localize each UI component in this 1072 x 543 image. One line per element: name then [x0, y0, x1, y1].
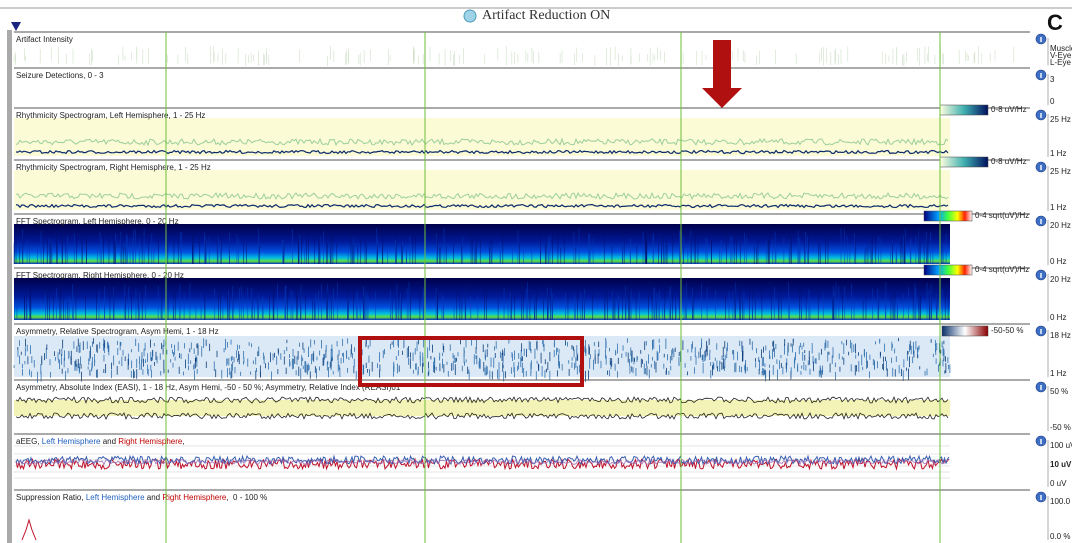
annotation-arrow: [702, 40, 742, 108]
panel-title: Seizure Detections, 0 - 3: [16, 71, 104, 80]
info-icon-glyph: [1040, 113, 1041, 118]
title-part: and: [145, 493, 163, 502]
title-part: Left Hemisphere: [86, 493, 145, 502]
title-part: Rhythmicity Spectrogram, Right Hemispher…: [16, 163, 211, 172]
trend-panel: FFT Spectrogram, Left Hemisphere, 0 - 20…: [14, 211, 1071, 266]
panel-title: Asymmetry, Absolute Index (EASI), 1 - 18…: [16, 383, 401, 392]
trend-viewer: Artifact Reduction ON C Artifact Intensi…: [0, 0, 1072, 543]
rhythmicity-spectrogram: [14, 170, 950, 210]
axis-label: 0 Hz: [1050, 257, 1066, 266]
time-cursor[interactable]: [11, 22, 21, 31]
scale-label: 0-8 uV/Hz: [991, 157, 1027, 166]
axis-label: 25 Hz: [1050, 167, 1071, 176]
trend-panel: Seizure Detections, 0 - 3 3 0: [14, 68, 1055, 106]
title-part: Left Hemisphere: [42, 437, 101, 446]
title-part: FFT Spectrogram, Right Hemisphere, 0 - 2…: [16, 271, 184, 280]
trend-panel: Rhythmicity Spectrogram, Right Hemispher…: [14, 157, 1071, 212]
title-part: FFT Spectrogram, Left Hemisphere, 0 - 20…: [16, 217, 179, 226]
colorbar: [940, 157, 988, 167]
title-part: Artifact Intensity: [16, 35, 73, 44]
info-icon-glyph: [1040, 219, 1041, 224]
trend-panel: Rhythmicity Spectrogram, Left Hemisphere…: [14, 105, 1071, 158]
panel-title: Rhythmicity Spectrogram, Right Hemispher…: [16, 163, 211, 172]
colorbar: [924, 265, 972, 275]
title-part: Seizure Detections, 0 - 3: [16, 71, 104, 80]
info-icon-glyph: [1040, 495, 1041, 500]
panel-title: Rhythmicity Spectrogram, Left Hemisphere…: [16, 111, 205, 120]
trend-panel: Suppression Ratio, Left Hemisphere and R…: [14, 490, 1072, 541]
axis-label: 0 Hz: [1050, 313, 1066, 322]
axis-label: 25 Hz: [1050, 115, 1071, 124]
scrollbar[interactable]: [7, 30, 12, 543]
title-part: Asymmetry, Absolute Index (EASI), 1 - 18…: [16, 383, 401, 392]
header-title: Artifact Reduction ON: [482, 8, 610, 23]
panel-title: aEEG, Left Hemisphere and Right Hemisphe…: [16, 437, 185, 446]
info-icon-glyph: [1040, 273, 1041, 278]
axis-label: -50 %: [1050, 423, 1071, 432]
panels: Artifact IntensityMuscleV-EyeL-EyeSeizur…: [14, 32, 1072, 541]
title-part: Rhythmicity Spectrogram, Left Hemisphere…: [16, 111, 205, 120]
panel-title: Artifact Intensity: [16, 35, 73, 44]
title-part: ,: [182, 437, 184, 446]
trend-panel: Asymmetry, Absolute Index (EASI), 1 - 18…: [14, 380, 1071, 432]
panel-title: FFT Spectrogram, Right Hemisphere, 0 - 2…: [16, 271, 184, 280]
scale-label: 0-4 sqrt(uV)/Hz: [975, 211, 1029, 220]
scale-label: 0-4 sqrt(uV)/Hz: [975, 265, 1029, 274]
artifact-icon: [464, 10, 476, 22]
trend-panel: aEEG, Left Hemisphere and Right Hemisphe…: [14, 434, 1072, 488]
fft-spectrogram: [14, 224, 950, 264]
axis-label: 18 Hz: [1050, 331, 1071, 340]
info-icon-glyph: [1040, 73, 1041, 78]
axis-label: 50 %: [1050, 387, 1068, 396]
suppression-spike: [22, 520, 36, 540]
colorbar: [942, 326, 988, 336]
axis-label: 0: [1050, 97, 1055, 106]
title-part: and: [101, 437, 119, 446]
axis-label: 10 uV: [1050, 460, 1072, 469]
title-part: Asymmetry, Relative Spectrogram, Asym He…: [16, 327, 219, 336]
colorbar: [924, 211, 972, 221]
axis-label: 1 Hz: [1050, 203, 1066, 212]
info-icon-glyph: [1040, 385, 1041, 390]
info-icon-glyph: [1040, 165, 1041, 170]
info-icon-glyph: [1040, 439, 1041, 444]
trend-panel: FFT Spectrogram, Right Hemisphere, 0 - 2…: [14, 265, 1071, 322]
axis-label: L-Eye: [1050, 58, 1071, 67]
title-part: Right Hemisphere: [162, 493, 227, 502]
title-part: , 0 - 100 %: [226, 493, 267, 502]
axis-label: 20 Hz: [1050, 275, 1071, 284]
axis-label: 0 uV: [1050, 479, 1067, 488]
axis-label: 3: [1050, 75, 1055, 84]
panel-title: Suppression Ratio, Left Hemisphere and R…: [16, 493, 267, 502]
axis-label: 20 Hz: [1050, 221, 1071, 230]
info-icon-glyph: [1040, 37, 1041, 42]
axis-label: 100 uV: [1050, 441, 1072, 450]
fft-spectrogram: [14, 278, 950, 320]
colorbar: [940, 105, 988, 115]
panel-title: FFT Spectrogram, Left Hemisphere, 0 - 20…: [16, 217, 179, 226]
info-icon-glyph: [1040, 329, 1041, 334]
axis-label: 1 Hz: [1050, 369, 1066, 378]
panel-title: Asymmetry, Relative Spectrogram, Asym He…: [16, 327, 219, 336]
title-part: Suppression Ratio,: [16, 493, 86, 502]
trend-panel: Asymmetry, Relative Spectrogram, Asym He…: [14, 324, 1071, 383]
title-part: Right Hemisphere: [118, 437, 183, 446]
axis-label: 100.0 %: [1050, 497, 1072, 506]
axis-label: 0.0 %: [1050, 532, 1070, 541]
title-part: aEEG,: [16, 437, 42, 446]
panel-letter: C: [1047, 10, 1063, 35]
scale-label: -50-50 %: [991, 326, 1023, 335]
scale-label: 0-8 uV/Hz: [991, 105, 1027, 114]
axis-label: 1 Hz: [1050, 149, 1066, 158]
